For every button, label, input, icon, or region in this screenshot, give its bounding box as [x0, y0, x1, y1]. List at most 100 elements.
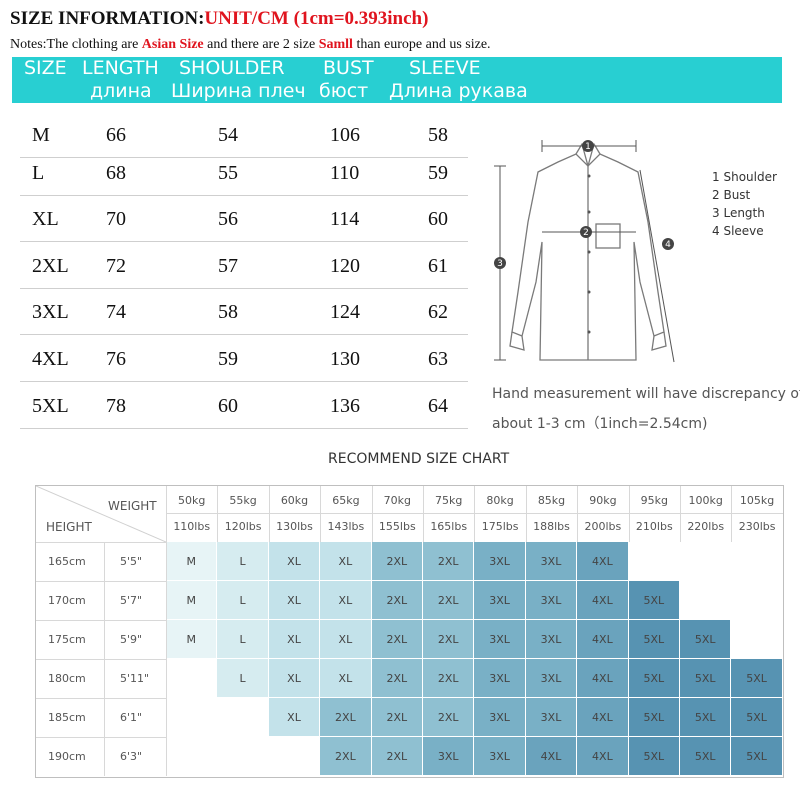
header-divider [577, 486, 579, 542]
height-cm-label: 190cm [48, 750, 86, 763]
title-prefix: SIZE INFORMATION: [10, 8, 205, 29]
height-label: HEIGHT [46, 520, 92, 534]
sleeve-cell: 61 [428, 255, 448, 277]
size-cell: 3XL [525, 581, 578, 620]
size-cell: 3XL [474, 581, 526, 620]
legend-label: Length [723, 206, 765, 220]
sleeve-cell: 63 [428, 348, 448, 370]
height-ft-label: 5'7" [120, 594, 143, 607]
sleeve-cell: 62 [428, 301, 448, 323]
size-cell: 2XL [320, 698, 372, 737]
size-cell [166, 698, 218, 737]
bust-cell: 124 [330, 301, 360, 323]
weight-kg-label: 55kg [229, 494, 257, 507]
size-cell: 5XL [628, 659, 680, 698]
banner-shoulder-ru: Ширина плеч [171, 80, 306, 102]
title-unit: UNIT/CM (1cm=0.393inch) [204, 8, 429, 29]
size-cell: 2XL [32, 255, 69, 277]
size-cell: XL [320, 620, 372, 659]
weight-lbs-label: 200lbs [584, 520, 622, 533]
size-cell [680, 581, 732, 620]
size-cell: XL [320, 581, 372, 620]
size-cell: 3XL [525, 659, 578, 698]
size-cell: L [217, 620, 269, 659]
shoulder-cell: 55 [218, 162, 238, 184]
header-divider [217, 486, 219, 542]
legend-label: Bust [723, 188, 751, 202]
header-divider [680, 486, 681, 542]
size-cell: M [166, 542, 218, 581]
size-cell: M [166, 581, 218, 620]
size-cell [217, 737, 269, 776]
header-diagonal [36, 486, 166, 542]
hand-measurement-note-2: about 1-3 cm（1inch=2.54cm) [492, 416, 708, 432]
size-cell [268, 737, 321, 776]
length-cell: 76 [106, 348, 126, 370]
legend-marker: 4 [712, 224, 720, 238]
height-cm-label: 180cm [48, 672, 86, 685]
bust-cell: 106 [330, 124, 360, 146]
weight-lbs-label: 230lbs [738, 520, 776, 533]
legend-label: Shoulder [723, 170, 777, 184]
legend-item: 2 Bust [712, 188, 777, 206]
size-cell: 5XL [32, 395, 69, 417]
size-cell: 5XL [628, 620, 680, 659]
shoulder-cell: 59 [218, 348, 238, 370]
legend-marker: 1 [712, 170, 720, 184]
weight-kg-label: 70kg [383, 494, 411, 507]
size-cell: 3XL [474, 659, 526, 698]
shoulder-cell: 60 [218, 395, 238, 417]
weight-lbs-label: 165lbs [430, 520, 468, 533]
height-ft-label: 6'3" [120, 750, 143, 763]
weight-kg-label: 65kg [332, 494, 360, 507]
shoulder-cell: 56 [218, 208, 238, 230]
shirt-measurement-diagram: 1 2 3 4 [494, 140, 675, 363]
size-cell: XL [268, 581, 321, 620]
size-cell: 4XL [525, 737, 578, 776]
shoulder-cell: 57 [218, 255, 238, 277]
size-cell: 5XL [731, 737, 783, 776]
weight-lbs-label: 130lbs [276, 520, 313, 533]
table-row: M 66 54 106 58 [20, 113, 468, 158]
marker-3: 3 [497, 259, 503, 269]
recommend-chart-title: RECOMMEND SIZE CHART [328, 451, 510, 467]
size-cell: 3XL [32, 301, 69, 323]
banner-shoulder: SHOULDER [179, 57, 285, 79]
header-divider [320, 486, 322, 542]
table-row: 2XL 72 57 120 61 [20, 244, 468, 289]
weight-lbs-label: 155lbs [378, 520, 416, 533]
size-cell: M [166, 620, 218, 659]
size-cell: 2XL [423, 620, 475, 659]
legend-item: 3 Length [712, 206, 777, 224]
height-ft-label: 5'9" [120, 633, 143, 646]
size-cell: 2XL [371, 581, 423, 620]
recommend-size-chart: WEIGHT HEIGHT 50kg 110lbs 55kg 120lbs 60kg 13… [35, 485, 784, 778]
size-cell: 2XL [371, 542, 423, 581]
weight-lbs-label: 143lbs [327, 520, 365, 533]
size-cell: 3XL [474, 737, 526, 776]
height-cm-label: 175cm [48, 633, 86, 646]
size-cell [731, 542, 783, 581]
notes-small: Samll [318, 37, 353, 52]
header-divider [423, 486, 424, 542]
size-cell: 2XL [320, 737, 372, 776]
banner-length: LENGTH [82, 57, 159, 79]
weight-kg-label: 60kg [280, 494, 309, 507]
diagram-legend: 1 Shoulder 2 Bust 3 Length 4 Sleeve [712, 170, 777, 242]
banner-bust-ru: бюст [319, 80, 369, 102]
row-divider [36, 620, 166, 621]
weight-kg-label: 90kg [589, 494, 617, 507]
size-cell [680, 542, 732, 581]
bust-cell: 114 [330, 208, 360, 230]
size-cell: XL [268, 698, 321, 737]
size-cell: L [217, 581, 269, 620]
size-cell: 4XL [32, 348, 69, 370]
notes-suffix: than europe and us size. [352, 37, 491, 52]
banner-sleeve: SLEEVE [409, 57, 481, 79]
size-cell: 4XL [577, 542, 629, 581]
size-cell: 4XL [577, 581, 629, 620]
size-cell: 4XL [577, 698, 629, 737]
marker-1: 1 [585, 142, 591, 152]
legend-item: 4 Sleeve [712, 224, 777, 242]
size-cell: XL [320, 659, 372, 698]
